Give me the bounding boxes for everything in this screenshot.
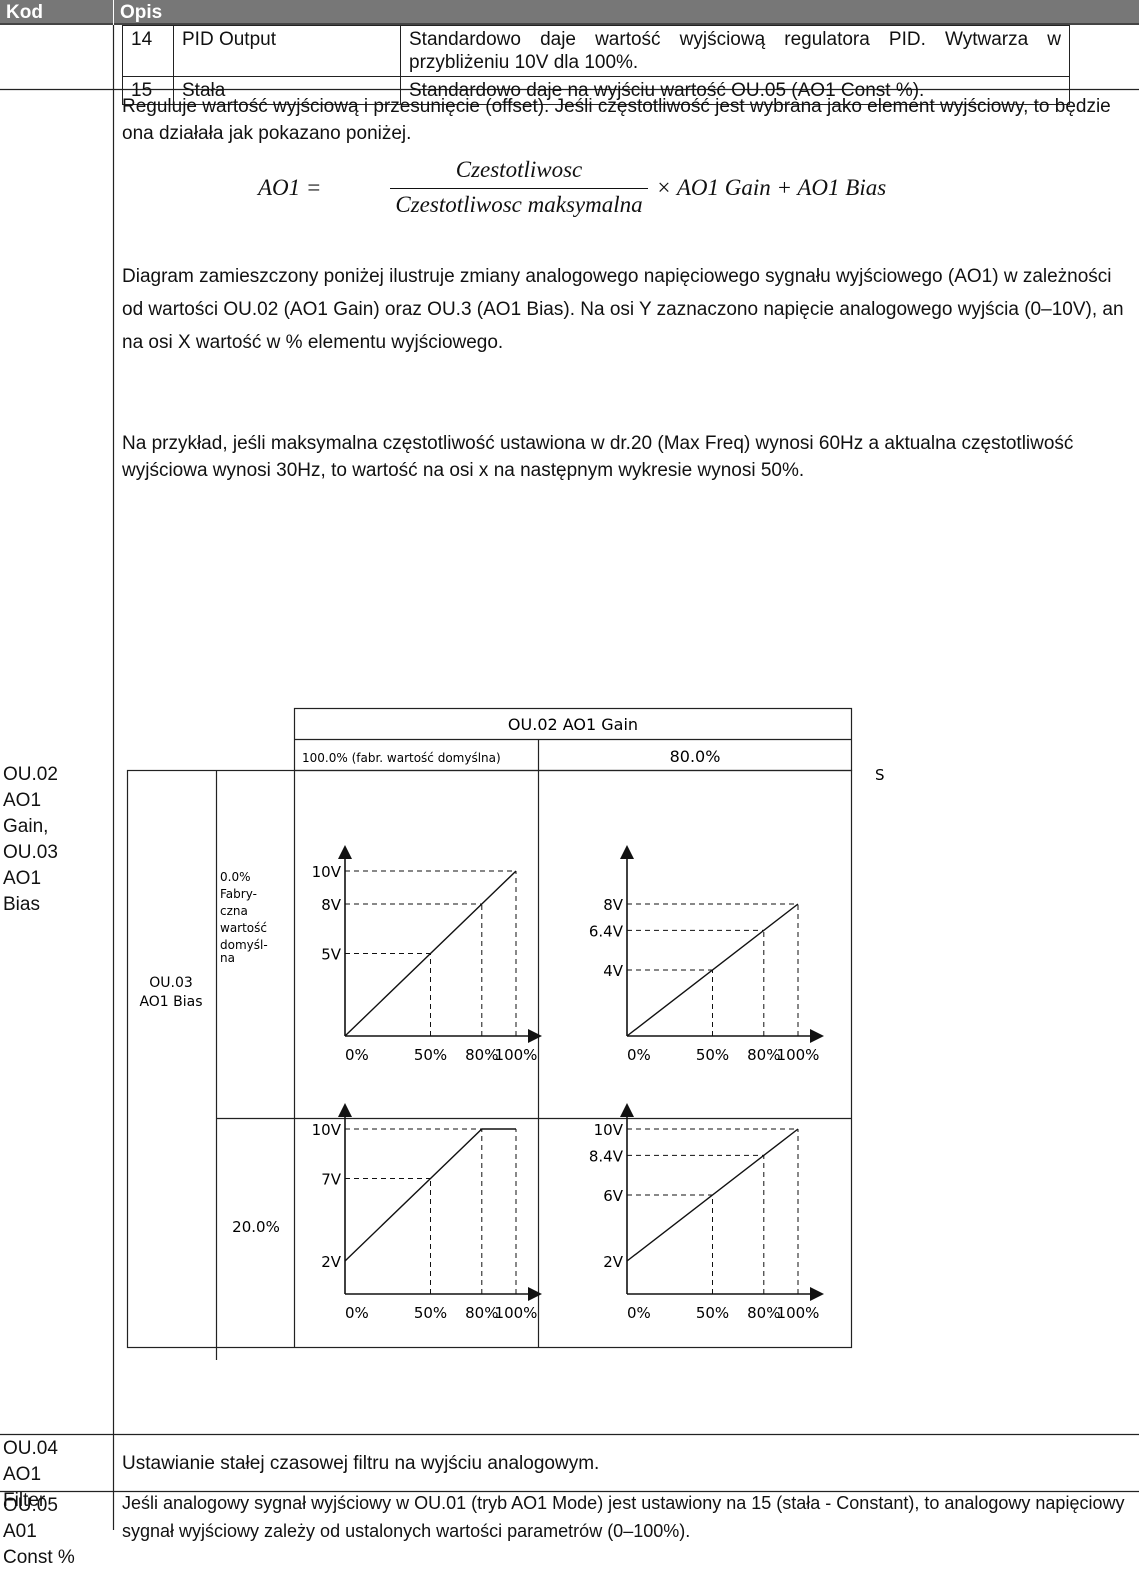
x-tick-label: 0% xyxy=(627,1046,651,1064)
x-tick-label: 80% xyxy=(747,1046,780,1064)
y-tick-label: 6.4V xyxy=(589,922,624,940)
item-name: PID Output xyxy=(173,25,401,77)
y-tick-label: 2V xyxy=(321,1253,342,1271)
y-axis-arrow xyxy=(338,845,352,859)
bias-label-line1: OU.03 xyxy=(149,975,193,991)
x-tick-label: 80% xyxy=(747,1304,780,1322)
formula-rhs: × AO1 Gain + AO1 Bias xyxy=(656,175,887,200)
x-tick-label: 0% xyxy=(345,1304,369,1322)
code-line: Gain, xyxy=(3,816,49,837)
header-description: Opis xyxy=(114,0,1139,25)
code-line: OU.04 xyxy=(3,1438,58,1459)
x-tick-label: 50% xyxy=(696,1304,729,1322)
gain-col-80: 80.0% xyxy=(670,747,721,766)
y-tick-label: 4V xyxy=(603,962,624,980)
code-gain-bias: OU.02 AO1 Gain, OU.03 AO1 Bias xyxy=(3,762,113,918)
item-desc: Standardowo daje na wyjściu wartość OU.0… xyxy=(400,76,1070,105)
code-line: AO1 xyxy=(3,868,42,889)
x-axis-arrow xyxy=(810,1287,824,1301)
formula-numerator: Czestotliwosc xyxy=(455,157,583,182)
gain-bias-diagram: OU.02 AO1 Gain 100.0% (fabr. wartość dom… xyxy=(126,707,885,1360)
bias-row1-line: domyśl- xyxy=(220,938,268,952)
code-line: A01 xyxy=(3,1521,37,1542)
diagram-description: Diagram zamieszczony poniżej ilustruje z… xyxy=(122,266,1124,353)
code-line: OU.05 xyxy=(3,1495,58,1516)
table-row: 15 Stała Standardowo daje na wyjściu war… xyxy=(122,76,1070,105)
bias-row1-line: Fabry- xyxy=(220,887,257,901)
item-number: 15 xyxy=(122,76,174,105)
formula-lhs: AO1 = xyxy=(258,175,322,200)
fraction-bar xyxy=(390,188,648,189)
item-desc: Standardowo daje wartość wyjściową regul… xyxy=(400,25,1070,77)
bias-row1-line: 0.0% xyxy=(220,870,251,884)
formula-denominator: Czestotliwosc maksymalna xyxy=(395,192,643,217)
y-tick-label: 8V xyxy=(321,896,342,914)
x-tick-label: 50% xyxy=(414,1304,447,1322)
x-tick-label: 100% xyxy=(777,1046,820,1064)
header-code: Kod xyxy=(0,0,113,25)
item-name: Stała xyxy=(173,76,401,105)
bias-row1-line: na xyxy=(220,951,235,965)
code-filter: OU.04 AO1 Filter xyxy=(3,1436,113,1514)
bias-row1-line: czna xyxy=(220,904,248,918)
x-tick-label: 0% xyxy=(627,1304,651,1322)
bias-row1-line: wartość xyxy=(220,921,267,935)
y-tick-label: 6V xyxy=(603,1187,624,1205)
y-tick-label: 8V xyxy=(603,896,624,914)
x-tick-label: 50% xyxy=(414,1046,447,1064)
const-desc: Jeśli analogowy sygnał wyjściowy w OU.01… xyxy=(122,1493,1125,1541)
y-axis-arrow xyxy=(620,845,634,859)
output-item-table: 14 PID Output Standardowo daje wartość w… xyxy=(122,25,1070,105)
filter-desc: Ustawianie stałej czasowej filtru na wyj… xyxy=(122,1453,600,1474)
code-const: OU.05 A01 Const % xyxy=(3,1493,113,1571)
x-axis-arrow xyxy=(810,1029,824,1043)
x-tick-label: 100% xyxy=(777,1304,820,1322)
y-tick-label: 5V xyxy=(321,946,342,964)
y-tick-label: 10V xyxy=(312,863,342,881)
bias-row2-value: 20.0% xyxy=(232,1218,280,1236)
code-line: OU.03 xyxy=(3,842,58,863)
x-tick-label: 100% xyxy=(495,1304,538,1322)
table-row: 14 PID Output Standardowo daje wartość w… xyxy=(122,25,1070,77)
code-line: Filter xyxy=(3,1490,46,1511)
stray-letter: S xyxy=(875,766,885,784)
x-tick-label: 0% xyxy=(345,1046,369,1064)
bias-label-line2: AO1 Bias xyxy=(139,994,202,1010)
gain-col-100: 100.0% (fabr. wartość domyślna) xyxy=(302,751,501,765)
code-line: OU.02 xyxy=(3,764,58,785)
x-tick-label: 80% xyxy=(465,1304,498,1322)
gain-header: OU.02 AO1 Gain xyxy=(508,715,638,734)
code-line: AO1 xyxy=(3,790,42,811)
example-text: Na przykład, jeśli maksymalna częstotliw… xyxy=(122,433,1074,481)
x-tick-label: 80% xyxy=(465,1046,498,1064)
x-tick-label: 100% xyxy=(495,1046,538,1064)
code-line: AO1 xyxy=(3,1464,42,1485)
x-tick-label: 50% xyxy=(696,1046,729,1064)
y-tick-label: 2V xyxy=(603,1253,624,1271)
code-line: Bias xyxy=(3,894,40,915)
y-axis-arrow xyxy=(620,1103,634,1117)
y-tick-label: 10V xyxy=(594,1121,624,1139)
code-line: Const % xyxy=(3,1547,75,1568)
y-tick-label: 8.4V xyxy=(589,1147,624,1165)
y-tick-label: 10V xyxy=(312,1121,342,1139)
y-tick-label: 7V xyxy=(321,1171,342,1189)
y-axis-arrow xyxy=(338,1103,352,1117)
x-axis-arrow xyxy=(528,1287,542,1301)
gain-intro-text: Reguluje wartość wyjściową i przesunięci… xyxy=(122,96,1111,144)
x-axis-arrow xyxy=(528,1029,542,1043)
